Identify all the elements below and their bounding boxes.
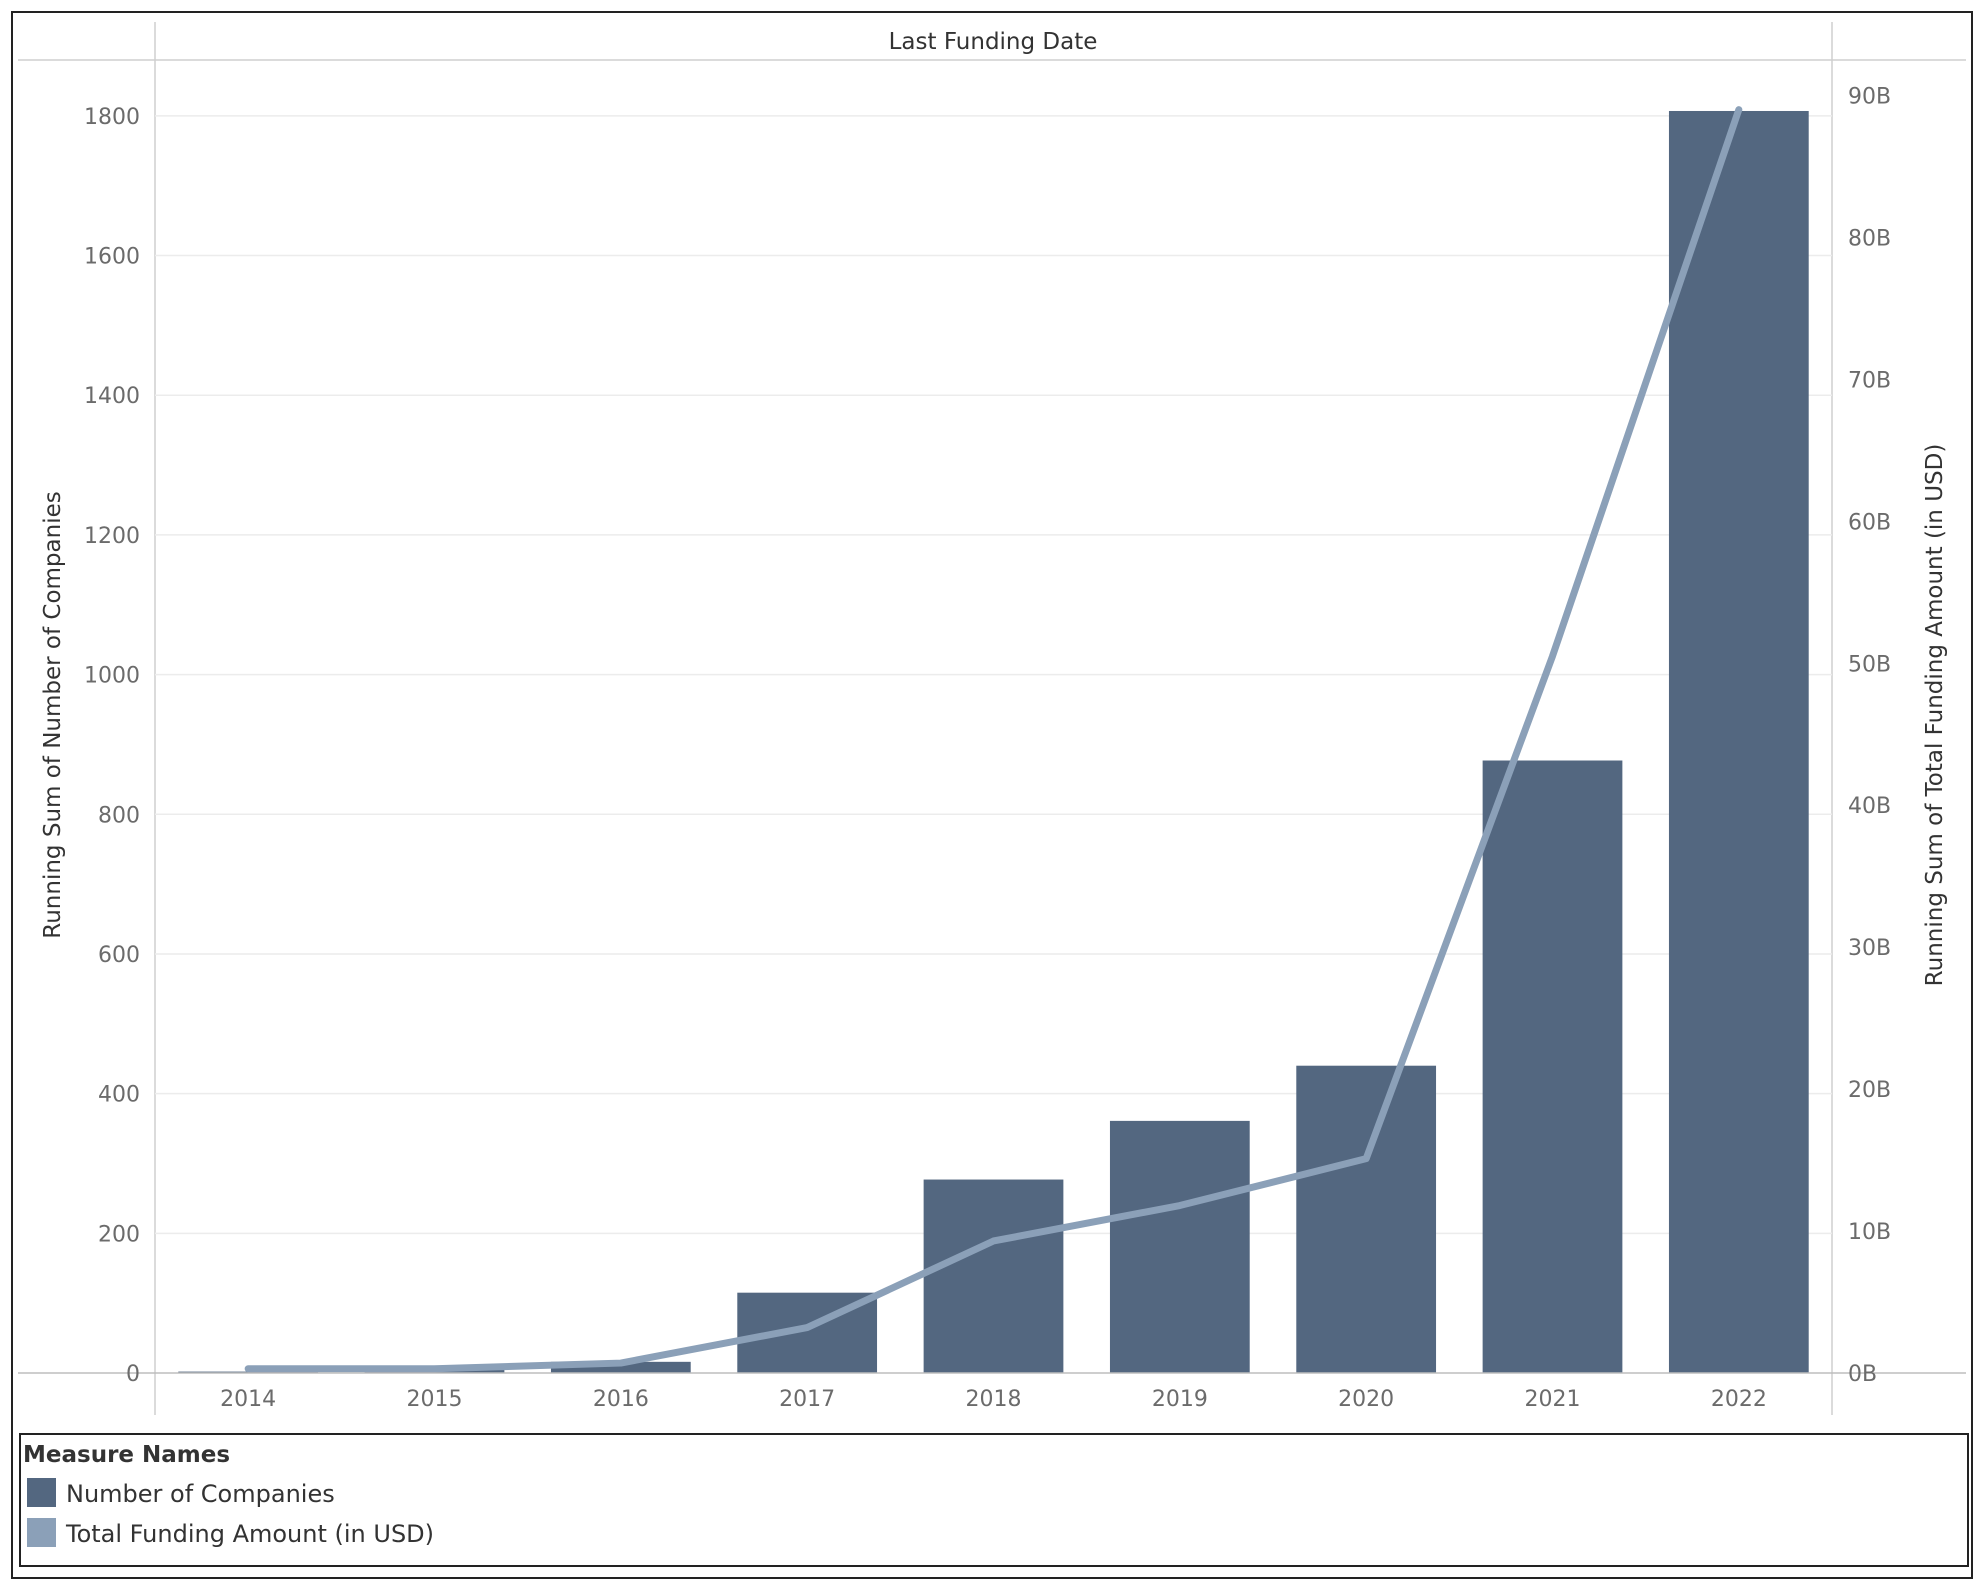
x-axis-tick-labels: 2014 2015 2016 2017 2018 2019 2020 2021 2022: [220, 1387, 1767, 1412]
right-axis-title: Running Sum of Total Funding Amount (in …: [1922, 444, 1948, 987]
x-axis-tick-label: 2015: [407, 1387, 463, 1412]
right-axis-tick-label: 50B: [1848, 652, 1891, 677]
right-axis-tick-label: 10B: [1848, 1220, 1891, 1245]
bar-series: [178, 111, 1808, 1373]
left-axis-tick-label: 1200: [84, 524, 140, 549]
x-axis-tick-label: 2019: [1152, 1387, 1208, 1412]
left-axis-title: Running Sum of Number of Companies: [40, 491, 66, 938]
left-axis-tick-labels: 0 200 400 600 800 1000 1200 1400 1600 1800: [84, 105, 140, 1387]
right-axis-tick-label: 40B: [1848, 794, 1891, 819]
right-axis-tick-label: 20B: [1848, 1078, 1891, 1103]
left-axis-tick-label: 0: [126, 1362, 140, 1387]
header-title: Last Funding Date: [889, 29, 1098, 55]
legend-swatch-number-of-companies: [27, 1478, 56, 1507]
left-axis-tick-label: 400: [98, 1083, 140, 1108]
legend: Measure Names Number of Companies Total …: [20, 1434, 1968, 1566]
right-axis-tick-label: 70B: [1848, 368, 1891, 393]
bar-2018: [924, 1180, 1064, 1373]
x-axis-tick-label: 2018: [966, 1387, 1022, 1412]
left-axis-tick-label: 600: [98, 943, 140, 968]
x-axis-tick-label: 2017: [779, 1387, 835, 1412]
left-axis-tick-label: 1800: [84, 105, 140, 130]
bar-2020: [1296, 1066, 1436, 1373]
left-axis-tick-label: 1400: [84, 384, 140, 409]
x-axis-tick-label: 2016: [593, 1387, 649, 1412]
left-axis-tick-label: 1600: [84, 245, 140, 270]
bar-2021: [1483, 760, 1623, 1373]
x-axis-tick-label: 2020: [1338, 1387, 1394, 1412]
bar-2019: [1110, 1121, 1250, 1373]
left-axis-tick-label: 200: [98, 1222, 140, 1247]
right-axis-tick-label: 0B: [1848, 1362, 1877, 1387]
x-axis-tick-label: 2014: [220, 1387, 276, 1412]
left-axis-tick-label: 800: [98, 803, 140, 828]
left-axis-tick-label: 1000: [84, 664, 140, 689]
legend-swatch-total-funding-amount: [27, 1518, 56, 1547]
legend-label-total-funding-amount: Total Funding Amount (in USD): [65, 1520, 434, 1548]
legend-title: Measure Names: [23, 1442, 230, 1468]
right-axis-tick-label: 90B: [1848, 84, 1891, 109]
right-axis-tick-label: 60B: [1848, 510, 1891, 535]
right-axis-tick-label: 80B: [1848, 226, 1891, 251]
legend-label-number-of-companies: Number of Companies: [66, 1480, 335, 1508]
right-axis-tick-labels: 0B 10B 20B 30B 40B 50B 60B 70B 80B 90B: [1848, 84, 1891, 1387]
right-axis-tick-label: 30B: [1848, 936, 1891, 961]
bar-2022: [1669, 111, 1809, 1373]
x-axis-tick-label: 2021: [1525, 1387, 1581, 1412]
x-axis-tick-label: 2022: [1711, 1387, 1767, 1412]
